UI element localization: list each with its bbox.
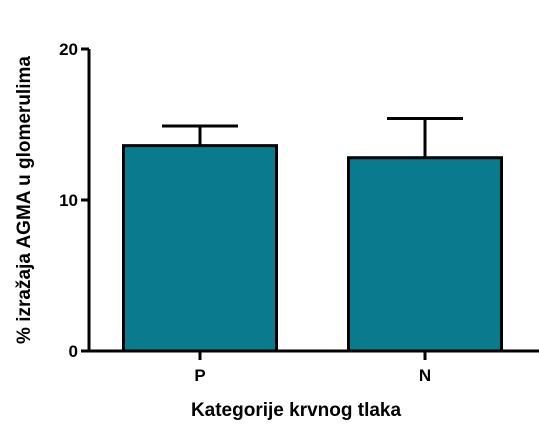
x-tick-label-p: P: [194, 366, 205, 385]
x-tick-label-n: N: [419, 366, 431, 385]
y-tick-label: 10: [59, 191, 78, 210]
y-axis-ticks: 0 10 20: [59, 40, 89, 361]
bar-p: [122, 144, 278, 353]
y-tick-label: 20: [59, 40, 78, 59]
bar-n: [347, 156, 503, 353]
y-tick-label: 0: [69, 342, 78, 361]
plot-area: [122, 116, 503, 353]
y-axis-title: % izražaja AGMA u glomerulima: [14, 56, 35, 344]
x-axis-title: Kategorije krvnog tlaka: [191, 400, 402, 421]
